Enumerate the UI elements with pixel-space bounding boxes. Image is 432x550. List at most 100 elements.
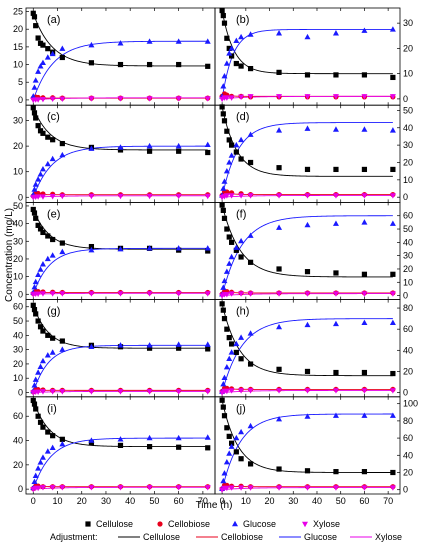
y-tick-label: 60 [13,302,23,312]
data-point-cellulose [59,436,65,442]
data-point-cellulose [117,61,124,68]
data-point-xylose [49,194,56,200]
fit-line-glucose [221,29,393,99]
data-point-cellulose [276,466,282,472]
x-tick-label: 60 [174,496,184,506]
data-point-cellulose [361,271,368,277]
series-glucose [30,38,211,99]
data-point-glucose [247,330,254,336]
data-point-cellulose [117,147,124,153]
data-point-cellulose [33,115,39,121]
y-tick-label: 20 [403,43,413,53]
data-point-xylose [361,388,368,394]
data-point-xylose [146,389,153,395]
data-point-xylose [204,485,211,491]
y-tick-label: 50 [403,105,413,115]
data-point-glucose [228,45,235,51]
data-point-cellulose [224,326,230,332]
data-point-glucose [146,434,153,441]
series-glucose [219,26,396,99]
data-point-cellulose [238,63,244,69]
data-point-cellulose [276,266,282,272]
data-point-xylose [238,291,245,297]
y-tick-label: 20 [13,254,23,264]
data-point-glucose [221,277,228,284]
data-point-xylose [238,193,245,199]
data-point-glucose [221,374,228,380]
data-point-xylose [39,96,46,103]
data-point-cellulose [88,243,95,250]
data-point-cellulose [390,166,396,173]
data-point-cellulose [238,456,244,462]
data-point-xylose [228,388,235,394]
y-tick-label: 10 [13,60,23,70]
data-point-cellulose [31,401,38,407]
data-point-glucose [35,465,42,471]
series-glucose [30,434,211,491]
data-point-glucose [32,472,39,478]
data-point-cellulose [247,65,254,72]
series-glucose [219,219,396,297]
series-xylose [30,193,211,201]
fit-line-glucose [221,122,393,198]
data-point-glucose [32,278,39,285]
legend-label-xylose: Xylose [313,519,340,529]
data-point-glucose [220,284,227,290]
data-point-cellulose [31,307,38,313]
chart-panel-c: 0 10 20 30 (c) [13,104,216,203]
data-point-xylose [39,389,46,395]
legend-label-cellulose: Cellulose [96,519,133,529]
data-point-glucose [221,72,228,79]
data-point-glucose [276,30,283,36]
data-point-glucose [175,434,182,441]
data-point-cellulose [50,433,56,439]
data-point-glucose [44,54,51,60]
data-point-glucose [238,237,245,244]
data-point-cellulose [50,335,56,341]
data-point-glucose [32,376,39,382]
data-point-xylose [204,96,211,102]
data-point-cellulose [361,469,368,475]
panel-letter: (j) [236,403,246,415]
y-tick-label: 100 [403,399,418,409]
data-point-glucose [204,38,211,44]
data-point-glucose [389,220,396,226]
data-point-xylose [238,94,245,101]
data-point-xylose [35,485,42,492]
y-tick-label: 30 [403,18,413,28]
data-point-glucose [220,83,227,89]
data-point-glucose [35,68,42,74]
x-tick-label: 0 [31,496,36,506]
data-point-xylose [304,485,311,491]
data-point-glucose [204,341,211,347]
series-xylose [30,485,211,493]
data-point-cellulose [205,445,211,451]
data-point-xylose [332,388,339,394]
legend-marker-xylose [302,521,308,528]
data-point-glucose [221,470,228,476]
data-point-xylose [276,485,283,491]
data-point-cellulose [45,429,51,435]
series-xylose [30,96,211,104]
data-point-xylose [228,291,235,297]
data-point-cellulose [40,229,46,236]
data-point-glucose [88,437,95,443]
fit-line-glucose [221,413,393,490]
data-point-xylose [247,193,254,199]
y-tick-label: 20 [403,467,413,477]
data-point-xylose [39,194,46,200]
data-point-glucose [220,185,227,191]
data-point-glucose [49,349,56,355]
data-point-xylose [223,95,230,101]
legend-marker-cellobiose [157,521,163,527]
legend-label-cellobiose: Cellobiose [168,519,210,529]
data-point-cellulose [233,349,239,356]
data-point-cellulose [30,10,36,16]
data-point-glucose [117,144,124,150]
data-point-glucose [226,450,233,456]
data-point-cellulose [361,166,368,173]
panel-letter: (b) [236,14,249,26]
fit-line-glucose [221,215,393,296]
chart-panel-d: 0 10 20 30 40 50 (d) [214,104,413,203]
data-point-cellulose [219,7,225,14]
